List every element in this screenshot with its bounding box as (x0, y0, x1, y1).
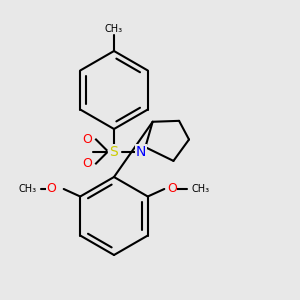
Text: N: N (136, 145, 146, 158)
Text: CH₃: CH₃ (105, 23, 123, 34)
Text: S: S (110, 145, 118, 158)
Text: CH₃: CH₃ (191, 184, 209, 194)
Text: CH₃: CH₃ (19, 184, 37, 194)
Text: O: O (167, 182, 177, 196)
Text: O: O (82, 157, 92, 170)
Text: O: O (46, 182, 56, 196)
Text: O: O (82, 133, 92, 146)
